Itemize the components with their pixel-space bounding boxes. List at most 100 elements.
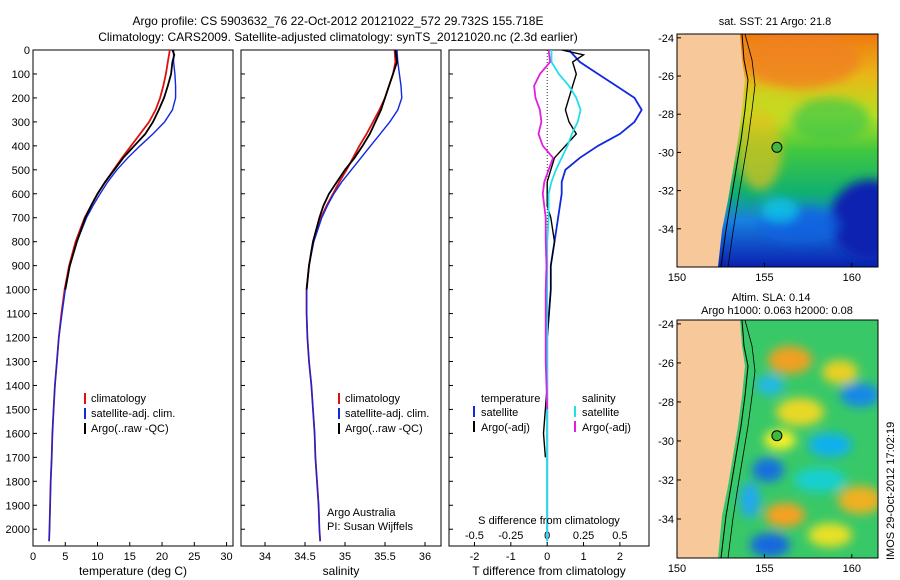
series-line-salinity-satellite: [546, 50, 582, 542]
y-tick-label: -26: [658, 358, 674, 370]
legend-label-satellite: satellite-adj. clim.: [91, 408, 175, 420]
x-tick-label: 150: [668, 272, 686, 284]
annotation-pi: PI: Susan Wijffels: [327, 521, 413, 533]
y-tick-label: 1600: [6, 428, 30, 440]
y-tick-label: 1300: [6, 356, 30, 368]
coastline: [720, 34, 749, 267]
x-tick-label: 36: [419, 551, 431, 563]
s-difference-xlabel: S difference from climatology: [478, 515, 620, 527]
x-tick-label: 35.5: [374, 551, 395, 563]
y-tick-label: -32: [658, 186, 674, 198]
x-tick-label: 150: [668, 563, 686, 575]
y-tick-label: 300: [12, 117, 30, 129]
x-tick-label: 5: [62, 551, 68, 563]
coastline: [720, 320, 749, 558]
land-australia: [677, 34, 745, 267]
x2-tick-label: -0.5: [465, 530, 484, 542]
y-tick-label: 1000: [6, 285, 30, 297]
y-tick-label: -30: [658, 147, 674, 159]
series-line-satellite-adj-clim-: [48, 50, 177, 542]
isobath: [727, 320, 756, 558]
salinity-plot-frame: [240, 49, 442, 547]
y-tick-label: 1500: [6, 404, 30, 416]
legend-label-t-argo: Argo(-adj): [481, 422, 530, 434]
series-line-satellite-adj-clim-: [305, 49, 403, 542]
y-tick-label: 600: [12, 189, 30, 201]
sst-anomalies: [738, 34, 878, 260]
header-title-line2: Climatology: CARS2009. Satellite-adjuste…: [98, 30, 578, 44]
sst-map: [677, 34, 878, 267]
temperature-xlabel: temperature (deg C): [79, 564, 187, 578]
y-tick-label: 1200: [6, 333, 30, 345]
x-tick-label: 160: [843, 563, 861, 575]
series-line-argo-raw-qc-: [305, 49, 398, 290]
y-tick-label: -28: [658, 397, 674, 409]
sla-map-title-line2: Argo h1000: 0.063 h2000: 0.08: [701, 305, 853, 317]
series-line-salinity-argo-adj-: [533, 49, 555, 410]
sst-map-axes: 150 155 160 -24 -26 -28 -30 -32 -34: [658, 33, 861, 284]
x-tick-label: 10: [91, 551, 103, 563]
x2-tick-label: -0.25: [498, 530, 523, 542]
y-tick-label: 1700: [6, 452, 30, 464]
y-tick-label: -24: [658, 319, 674, 331]
difference-plot-frame: [448, 49, 650, 547]
y-tick-label: 800: [12, 237, 30, 249]
x2-tick-label: 0.5: [612, 530, 627, 542]
sst-map-title: sat. SST: 21 Argo: 21.8: [719, 16, 832, 28]
y-tick-label: 400: [12, 141, 30, 153]
x-tick-label: -2: [470, 551, 480, 563]
legend-label-s-argo: Argo(-adj): [582, 422, 631, 434]
legend-label-argo: Argo(..raw -QC): [345, 423, 423, 435]
y-tick-label: -30: [658, 436, 674, 448]
legend-label-argo: Argo(..raw -QC): [91, 423, 169, 435]
x-tick-label: 25: [188, 551, 200, 563]
x-tick-label: 34: [259, 551, 271, 563]
x-tick-label: 1: [580, 551, 586, 563]
temperature-legend: climatology satellite-adj. clim. Argo(..…: [84, 393, 175, 435]
y-tick-label: -24: [658, 33, 674, 45]
series-line-climatology: [305, 49, 397, 542]
y-tick-label: 2000: [6, 524, 30, 536]
y-tick-label: -26: [658, 71, 674, 83]
y-tick-label: 1400: [6, 380, 30, 392]
x-tick-label: 35: [339, 551, 351, 563]
header-title-line1: Argo profile: CS 5903632_76 22-Oct-2012 …: [133, 14, 544, 28]
x2-tick-label: 0.25: [573, 530, 594, 542]
sla-map-axes: 150 155 160 -24 -26 -28 -30 -32 -34: [658, 319, 861, 575]
y-tick-label: 0: [24, 45, 30, 57]
t-difference-xlabel: T difference from climatology: [472, 564, 626, 578]
y-tick-label: -28: [658, 109, 674, 121]
x-tick-label: 20: [156, 551, 168, 563]
series-line-argo-raw-qc-: [64, 49, 176, 290]
legend-label-climatology: climatology: [345, 393, 401, 405]
series-line-temperature-satellite: [546, 49, 643, 542]
legend-label-t-satellite: satellite: [481, 407, 518, 419]
sla-map-frame: [676, 319, 879, 559]
argo-location-marker: [771, 430, 783, 442]
legend-label-s-satellite: satellite: [582, 407, 619, 419]
temperature-chart: 0100200300400500600700800900100011001200…: [6, 45, 233, 563]
legend-label-satellite: satellite-adj. clim.: [345, 408, 429, 420]
difference-legend: temperature satellite Argo(-adj) salinit…: [473, 393, 631, 434]
y-tick-label: 700: [12, 213, 30, 225]
y-tick-label: -34: [658, 224, 674, 236]
y-tick-label: -32: [658, 475, 674, 487]
y-tick-label: 900: [12, 261, 30, 273]
x-tick-label: 2: [617, 551, 623, 563]
x-tick-label: 155: [755, 272, 773, 284]
y-tick-label: 500: [12, 165, 30, 177]
annotation-argo-australia: Argo Australia: [327, 507, 396, 519]
isobath: [727, 34, 756, 267]
legend-title-temperature: temperature: [481, 393, 540, 405]
land-australia: [677, 320, 745, 558]
y-tick-label: 1100: [6, 309, 30, 321]
x-tick-label: 0: [544, 551, 550, 563]
x-tick-label: 15: [124, 551, 136, 563]
x-tick-label: -1: [506, 551, 516, 563]
salinity-xlabel: salinity: [323, 564, 360, 578]
y-tick-label: 1800: [6, 476, 30, 488]
series-line-temperature-argo-adj-: [542, 49, 586, 458]
x-tick-label: 0: [30, 551, 36, 563]
